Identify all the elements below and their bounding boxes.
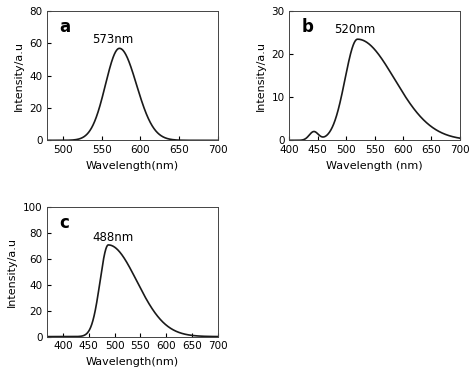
Text: 573nm: 573nm [92,34,134,46]
Y-axis label: Intensity/a.u: Intensity/a.u [14,41,24,111]
Text: 488nm: 488nm [93,231,134,244]
Text: b: b [301,18,313,36]
Text: a: a [59,18,71,36]
Y-axis label: Intensity/a.u: Intensity/a.u [8,237,18,307]
X-axis label: Wavelength (nm): Wavelength (nm) [326,161,423,171]
Text: c: c [59,214,69,232]
Text: 520nm: 520nm [334,23,375,36]
X-axis label: Wavelength(nm): Wavelength(nm) [86,161,179,171]
Y-axis label: Intensity/a.u: Intensity/a.u [256,41,266,111]
X-axis label: Wavelength(nm): Wavelength(nm) [86,357,179,367]
